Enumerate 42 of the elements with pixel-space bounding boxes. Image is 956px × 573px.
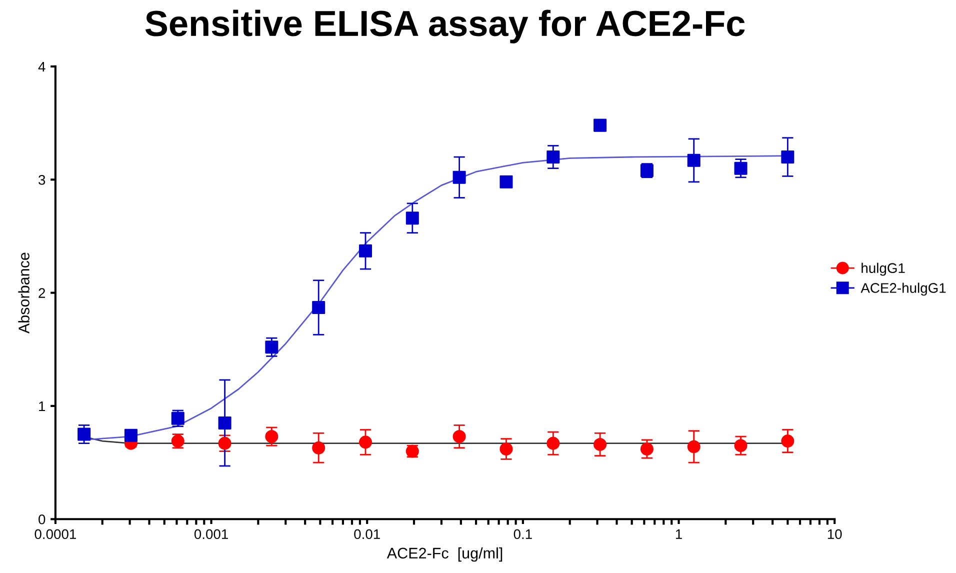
point xyxy=(546,436,560,450)
point xyxy=(265,340,278,354)
point xyxy=(312,441,326,454)
point xyxy=(640,442,654,456)
point xyxy=(781,150,794,164)
point xyxy=(78,428,91,441)
x-tick-label: 10 xyxy=(828,529,842,540)
legend-label: ACE2-hulgG1 xyxy=(860,282,946,296)
point xyxy=(218,416,232,430)
point xyxy=(734,162,748,175)
point xyxy=(406,212,419,225)
point xyxy=(358,244,372,258)
point xyxy=(358,436,372,449)
y-tick-label: 1 xyxy=(39,401,46,412)
point xyxy=(781,434,794,448)
legend-label: hulgG1 xyxy=(862,262,905,276)
y-tick-label: 3 xyxy=(38,174,46,185)
point xyxy=(124,428,138,442)
x-tick-label: 0.0001 xyxy=(34,529,76,540)
point xyxy=(500,175,513,188)
point xyxy=(687,440,700,454)
point xyxy=(171,412,184,425)
point xyxy=(594,438,607,451)
x-tick-label: 0.1 xyxy=(514,529,532,540)
x-tick-label: 1 xyxy=(676,529,682,539)
point xyxy=(452,430,466,444)
point xyxy=(265,430,278,444)
y-axis-title: Absorbance xyxy=(18,252,30,334)
x-tick-label: 0.01 xyxy=(354,529,380,540)
x-tick-label: 0.001 xyxy=(194,529,228,540)
y-tick-label: 0 xyxy=(38,514,46,524)
chart-title: Sensitive ELISA assay for ACE2-Fc xyxy=(145,10,745,44)
y-tick-label: 4 xyxy=(38,62,46,72)
point xyxy=(687,154,700,167)
x-axis-title: ACE2-Fc [ug/ml] xyxy=(386,547,502,562)
point xyxy=(500,442,513,456)
point xyxy=(594,118,607,132)
point xyxy=(312,301,326,314)
point xyxy=(546,150,560,164)
point xyxy=(734,439,748,452)
y-tick-label: 2 xyxy=(38,288,46,298)
point xyxy=(452,170,466,184)
